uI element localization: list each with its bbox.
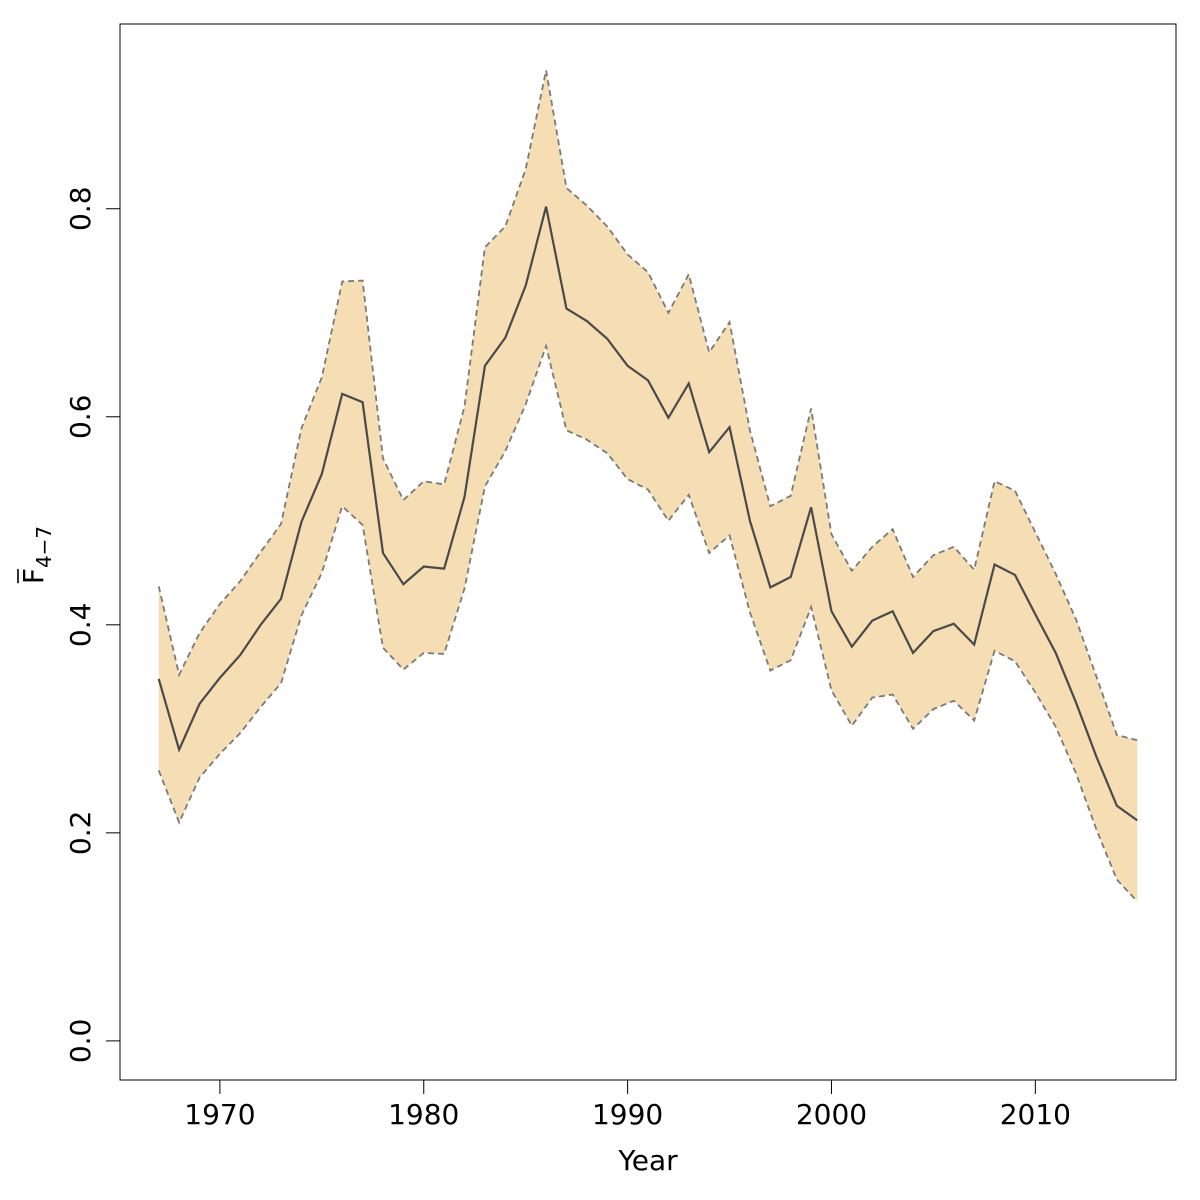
y-axis-title-main: F: [17, 568, 50, 584]
y-tick-label: 0.4: [64, 603, 97, 648]
y-tick-label: 0.0: [64, 1019, 97, 1064]
confidence-band: [158, 70, 1138, 902]
band-fill: [158, 70, 1138, 902]
y-tick-label: 0.6: [64, 395, 97, 440]
lower-bound-line: [157, 342, 1138, 903]
x-tick-label: 1990: [592, 1098, 663, 1131]
x-tick-label: 2000: [796, 1098, 867, 1131]
x-tick-label: 1970: [184, 1098, 255, 1131]
x-axis-title: Year: [617, 1144, 678, 1177]
x-axis: 1970 1980 1990 2000 2010: [184, 1079, 1071, 1131]
y-tick-label: 0.2: [64, 811, 97, 856]
y-tick-label: 0.8: [64, 186, 97, 231]
y-axis-title: F4−7: [17, 526, 56, 584]
estimate-line: [157, 206, 1138, 822]
y-axis-title-subscript: 4−7: [32, 526, 56, 568]
series-lines: [157, 70, 1138, 903]
svg-text:F4−7: F4−7: [17, 526, 56, 584]
x-tick-label: 2010: [1000, 1098, 1071, 1131]
y-axis: 0.0 0.2 0.4 0.6 0.8: [64, 186, 121, 1064]
x-tick-label: 1980: [388, 1098, 459, 1131]
